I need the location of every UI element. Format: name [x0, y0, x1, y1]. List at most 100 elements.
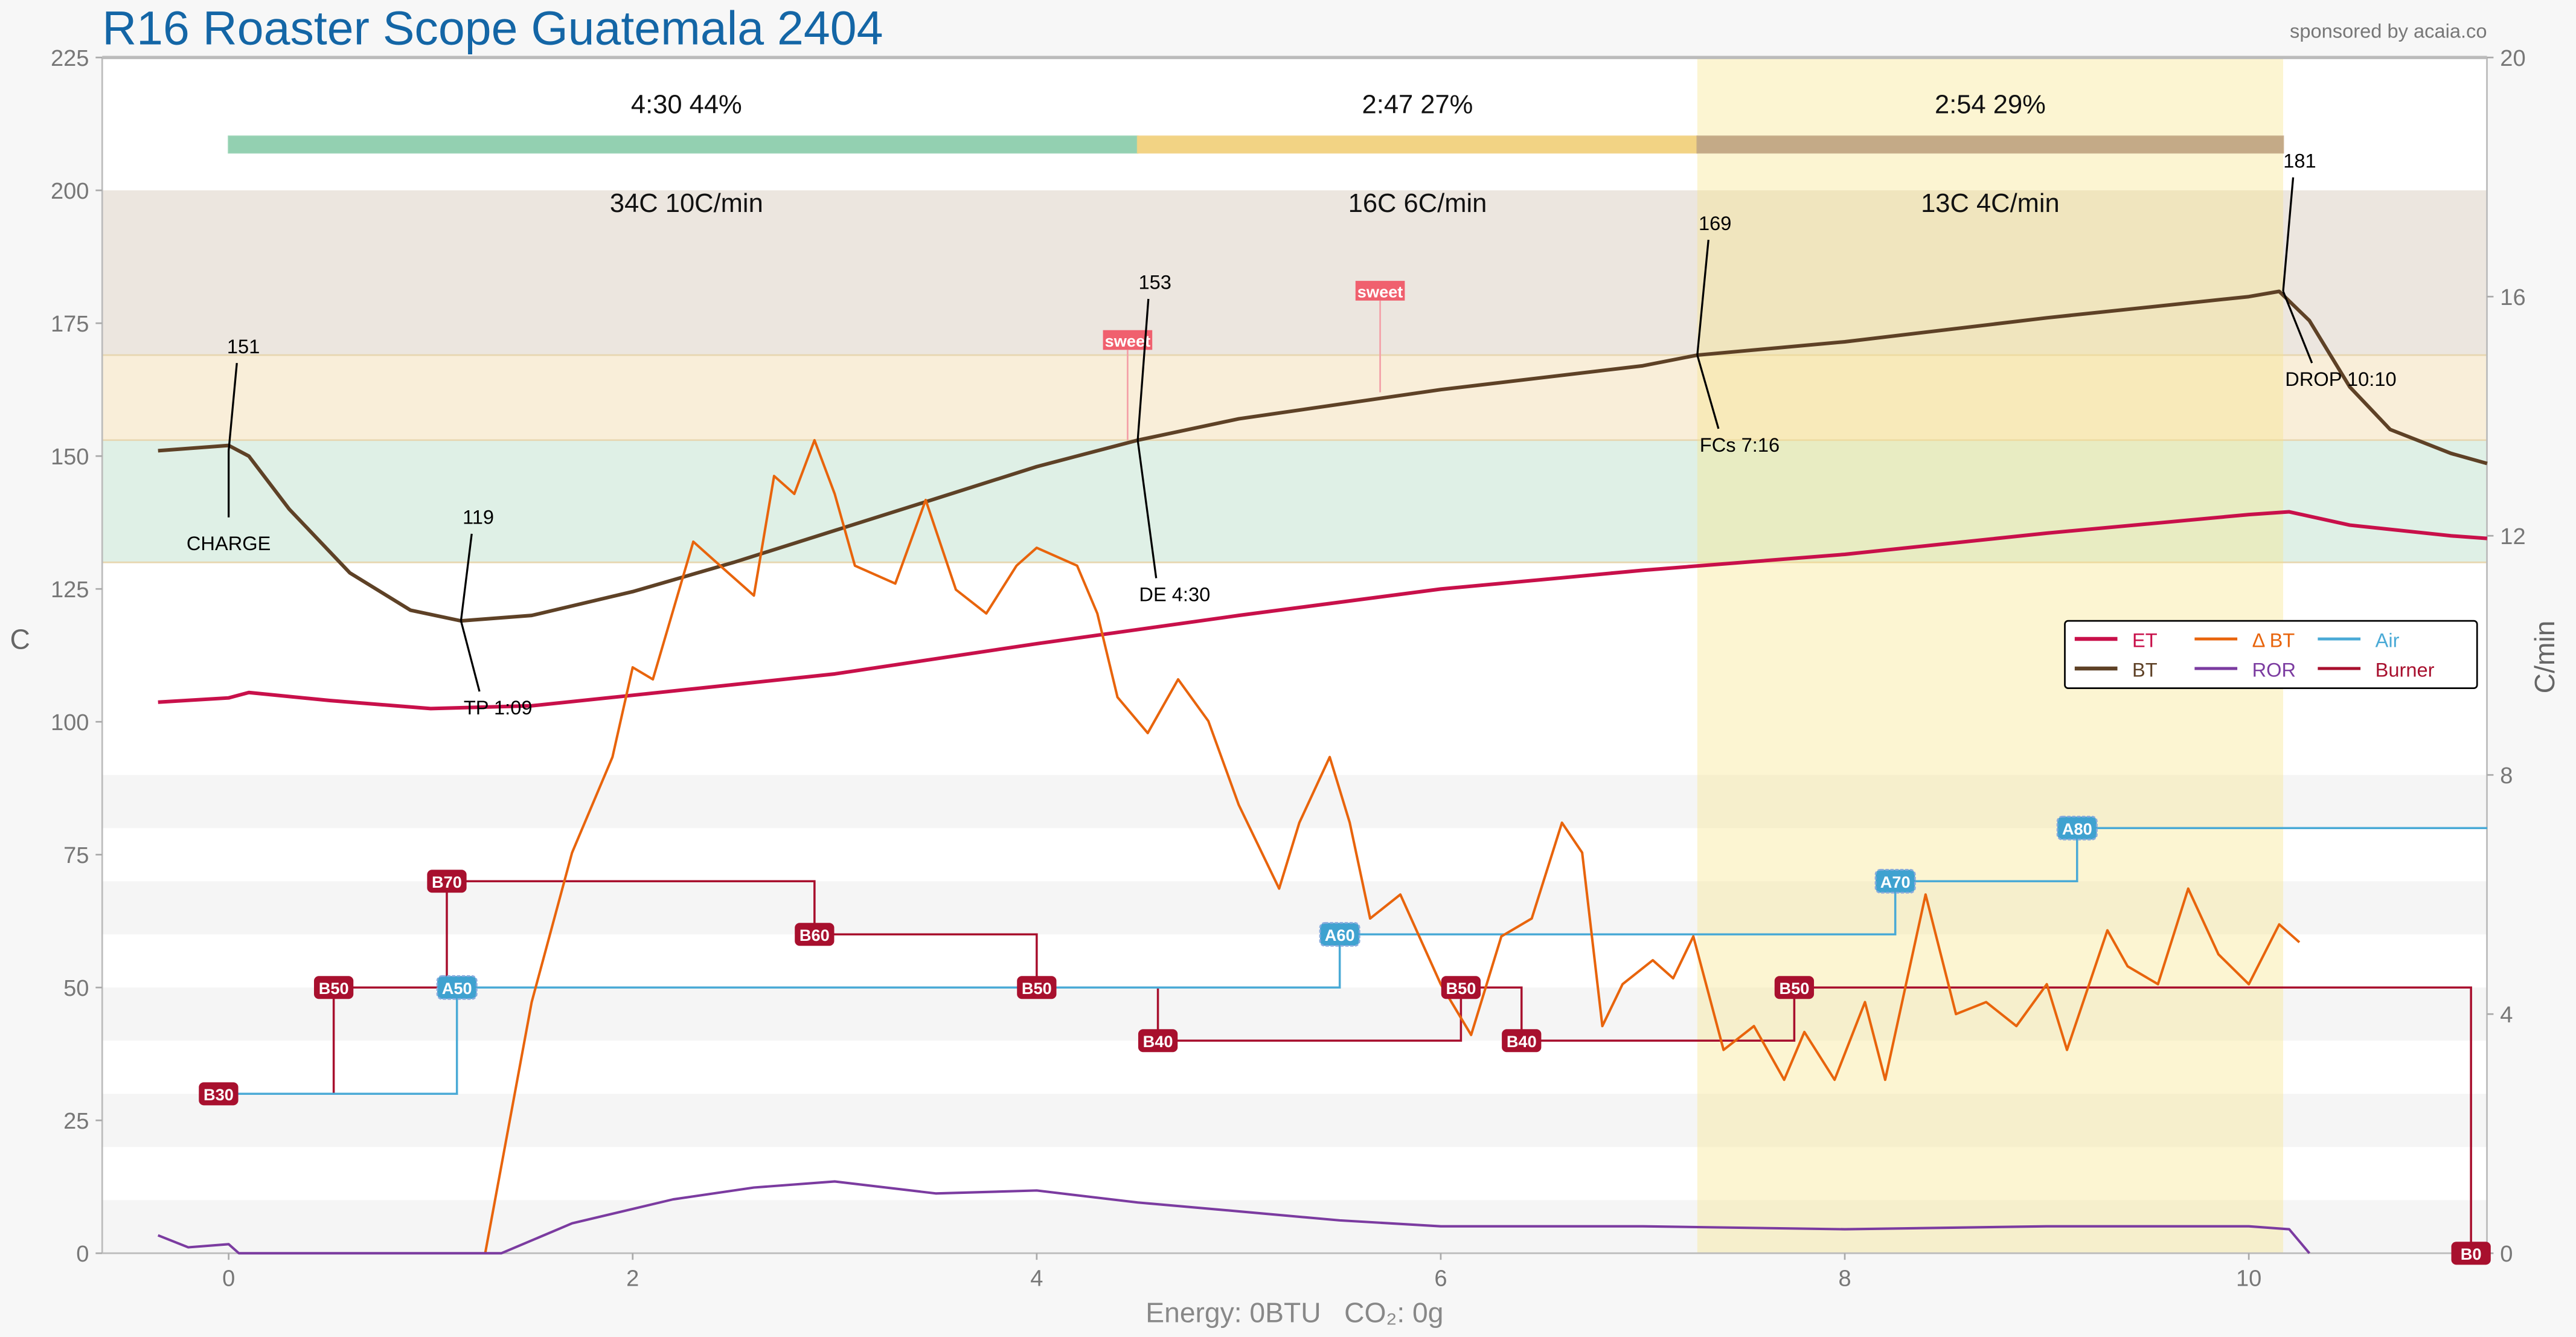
- y2-tick-label: 20: [2500, 46, 2525, 71]
- note-label: sweet: [1357, 282, 1403, 301]
- phase-stat-label: 16C 6C/min: [1348, 189, 1487, 218]
- event-value-leader: [1136, 298, 1150, 440]
- phase-bar: [1136, 135, 1699, 154]
- step-marker-badge: [1319, 922, 1360, 947]
- phase-duration-label: 2:54 29%: [1935, 91, 2046, 120]
- temperature-band: [102, 190, 2487, 356]
- event-label: FCs 7:16: [1700, 434, 1780, 456]
- series-bt-line: [484, 438, 2301, 1254]
- x-tick-label: 6: [1434, 1266, 1447, 1292]
- grey-band: [102, 987, 2487, 1041]
- phase-bar: [228, 135, 1139, 154]
- step-marker-badge: [1502, 1029, 1542, 1053]
- event-label: TP 1:09: [464, 696, 533, 719]
- legend-label: Burner: [2376, 659, 2435, 681]
- legend-item-air: Air: [2318, 629, 2400, 652]
- y-tick-label: 150: [51, 444, 89, 470]
- step-marker-badge: [1874, 868, 1916, 894]
- grey-band: [102, 881, 2487, 935]
- legend-label: ROR: [2252, 659, 2296, 681]
- legend-label: BT: [2132, 659, 2158, 681]
- step-marker-label: B40: [1507, 1032, 1537, 1051]
- x-tick-label: 8: [1838, 1266, 1851, 1292]
- y-tick-label: 0: [76, 1242, 89, 1267]
- step-marker-label: B0: [2461, 1245, 2482, 1263]
- legend-item-et: ET: [2074, 629, 2158, 652]
- temperature-band: [102, 440, 2487, 563]
- legend-label: Air: [2376, 629, 2400, 652]
- y-tick-label: 125: [51, 577, 89, 603]
- phase-duration-label: 4:30 44%: [631, 91, 742, 120]
- legend-item-ror: ROR: [2194, 659, 2296, 681]
- event-value-leader: [1696, 239, 1709, 356]
- step-marker-label: B60: [799, 926, 830, 944]
- step-marker-label: B30: [203, 1085, 234, 1104]
- legend-label: ET: [2132, 629, 2158, 652]
- step-marker-label: A50: [442, 979, 472, 998]
- step-marker-label: A80: [2062, 819, 2092, 838]
- y-tick-label: 25: [63, 1109, 89, 1134]
- note-badge: [1355, 281, 1405, 301]
- y-tick-label: 50: [63, 976, 89, 1001]
- event-value-label: 151: [227, 335, 260, 357]
- step-marker-label: B70: [432, 873, 462, 891]
- event-value-leader: [228, 362, 238, 451]
- y-axis-label: C: [10, 623, 30, 655]
- x-tick-label: 2: [626, 1266, 639, 1292]
- event-label: CHARGE: [187, 532, 271, 554]
- y2-tick-label: 4: [2500, 1002, 2513, 1028]
- series-ror-line: [157, 1180, 2311, 1255]
- event-label: DE 4:30: [1139, 583, 1210, 605]
- step-marker-badge: [2451, 1242, 2491, 1265]
- temperature-band: [102, 355, 2487, 440]
- note-label: sweet: [1105, 332, 1151, 350]
- phase-bar: [1696, 135, 2284, 154]
- x-tick-label: 4: [1030, 1266, 1043, 1292]
- legend-box: [2064, 620, 2478, 689]
- grey-band: [102, 1094, 2487, 1147]
- event-value-leader: [460, 533, 473, 621]
- y-tick-label: 175: [51, 312, 89, 337]
- footer-energy: Energy: 0BTU CO₂: 0g: [1145, 1297, 1443, 1329]
- sponsor-text: sponsored by acaia.co: [2290, 20, 2487, 42]
- event-value-label: 153: [1138, 271, 1171, 293]
- phase-duration-label: 2:47 27%: [1362, 91, 1473, 120]
- y2-tick-label: 0: [2500, 1242, 2513, 1267]
- step-marker-label: A60: [1325, 926, 1355, 944]
- series-et-line: [158, 510, 2488, 711]
- event-value-label: 119: [463, 506, 494, 528]
- phase-stat-label: 34C 10C/min: [610, 189, 763, 218]
- y-tick-label: 75: [63, 843, 89, 868]
- event-label: DROP 10:10: [2285, 368, 2396, 390]
- x-tick-label: 10: [2236, 1266, 2261, 1292]
- step-marker-badge: [313, 976, 354, 999]
- step-marker-badge: [1138, 1029, 1178, 1053]
- step-marker-badge: [1017, 976, 1057, 999]
- step-marker-label: A70: [1880, 873, 1911, 891]
- step-marker-badge: [795, 923, 835, 946]
- event-value-label: 181: [2283, 149, 2316, 172]
- step-marker-badge: [199, 1082, 239, 1106]
- series-air-line: [218, 827, 2487, 1095]
- event-value-leader: [2282, 177, 2295, 292]
- step-marker-label: B50: [1022, 979, 1052, 998]
- event-label-leader: [460, 620, 481, 692]
- legend: ET Δ BT Air BT ROR Burner: [2064, 620, 2478, 689]
- y2-axis-label: C/min: [2529, 621, 2560, 694]
- step-marker-badge: [2056, 815, 2098, 841]
- legend-label: Δ BT: [2252, 629, 2295, 652]
- event-label-leader: [1136, 440, 1158, 579]
- legend-item-burner: Burner: [2318, 659, 2435, 681]
- y-tick-label: 100: [51, 710, 89, 736]
- chart-title: R16 Roaster Scope Guatemala 2404: [102, 1, 883, 54]
- y2-tick-label: 16: [2500, 285, 2525, 310]
- step-marker-badge: [1774, 976, 1815, 999]
- phase-stat-label: 13C 4C/min: [1921, 189, 2060, 218]
- y2-tick-label: 12: [2500, 524, 2525, 550]
- step-marker-badge: [427, 870, 467, 893]
- step-marker-label: B40: [1143, 1032, 1173, 1051]
- step-marker-label: B50: [319, 979, 349, 998]
- y-tick-label: 225: [51, 46, 89, 71]
- event-value-label: 169: [1699, 212, 1731, 234]
